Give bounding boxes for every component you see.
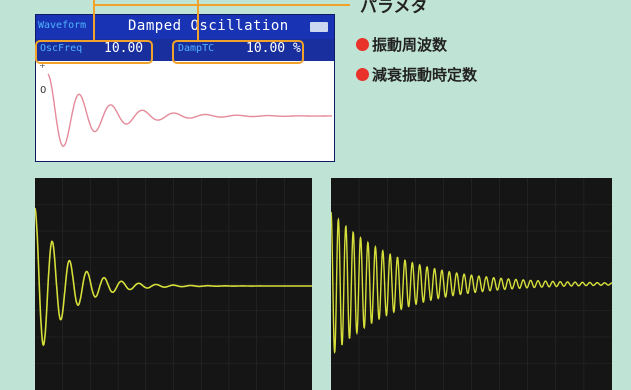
status-badge-icon [310, 22, 328, 32]
parameter-row: OscFreq 10.00 DampTC 10.00 % [36, 39, 334, 59]
osc-freq-value[interactable]: 10.00 [104, 41, 144, 56]
preview-waveform-svg [47, 73, 332, 148]
callout-line-right [197, 0, 199, 41]
damp-tc-label: DampTC [178, 43, 215, 54]
callout-line-left [93, 0, 95, 41]
scope-screen-right [331, 178, 612, 390]
display-title-bar: Waveform Damped Oscillation [36, 15, 334, 39]
plot-zero-label: 0 [40, 85, 47, 96]
callout-title: パラメタ [360, 0, 428, 17]
callout-item-frequency: 振動周波数 [356, 34, 447, 55]
scope-grid-right [331, 178, 612, 390]
damp-tc-highlight [172, 40, 304, 64]
scope-left-trace [35, 207, 312, 347]
scope-left-svg [35, 178, 312, 390]
bullet-icon [356, 68, 369, 81]
scope-right-trace [331, 211, 612, 354]
osc-freq-label: OscFreq [40, 43, 83, 54]
preview-waveform-line [47, 73, 332, 148]
waveform-preview: + 0 [36, 61, 334, 161]
osc-freq-highlight [35, 40, 153, 64]
scope-right-svg [331, 178, 612, 390]
bullet-icon [356, 38, 369, 51]
generator-display: Waveform Damped Oscillation OscFreq 10.0… [35, 14, 335, 162]
plot-marker-top: + [39, 61, 46, 70]
waveform-label: Waveform [38, 20, 87, 31]
waveform-title: Damped Oscillation [128, 18, 289, 34]
scope-grid-left [35, 178, 312, 390]
callout-line-top [93, 4, 350, 6]
damp-tc-value[interactable]: 10.00 % [246, 41, 301, 56]
callout-item-decay: 減衰振動時定数 [356, 64, 477, 85]
scope-screen-left [35, 178, 312, 390]
